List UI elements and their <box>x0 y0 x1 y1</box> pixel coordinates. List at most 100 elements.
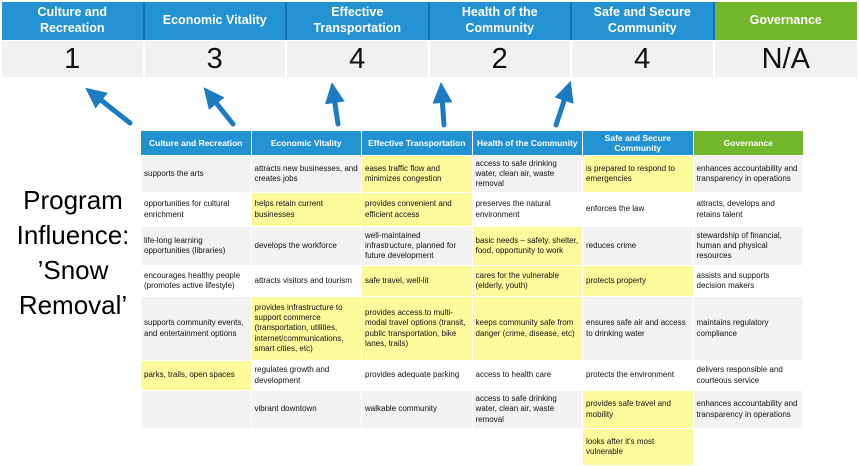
matrix-cell-r2-c3: provides convenient and efficient access <box>362 193 472 226</box>
matrix-cell-r7-c1 <box>141 391 251 428</box>
matrix-cell-r3-c6: stewardship of financial, human and phys… <box>693 227 803 265</box>
program-influence-title: Program Influence: ’Snow Removal’ <box>16 185 130 321</box>
matrix-cell-r3-c1: life-long learning opportunities (librar… <box>141 227 251 265</box>
matrix-cell-text: attracts new businesses, and creates job… <box>254 163 358 183</box>
summary-header-economic-vitality: Economic Vitality <box>144 2 287 40</box>
matrix-cell-r5-c6: maintains regulatory compliance <box>693 297 803 360</box>
matrix-cell-r8-c2 <box>251 429 361 465</box>
matrix-cell-text: attracts visitors and tourism <box>254 275 352 285</box>
matrix-cell-r5-c5: ensures safe air and access to drinking … <box>583 297 693 360</box>
matrix-cell-r7-c2: vibrant downtown <box>251 391 361 428</box>
influence-matrix: Culture and Recreation Economic Vitality E… <box>141 131 803 466</box>
matrix-cell-r7-c5: provides safe travel and mobility <box>583 391 693 428</box>
matrix-cell-text: encourages healthy people (promotes acti… <box>144 270 241 290</box>
matrix-cell-text: opportunities for cultural enrichment <box>144 199 230 219</box>
matrix-cell-text: keeps community safe from danger (crime,… <box>475 318 575 338</box>
matrix-cell-r5-c2: provides infrastructure to support comme… <box>251 297 361 360</box>
matrix-cell-text: protects property <box>586 275 647 285</box>
matrix-row-3: life-long learning opportunities (librar… <box>141 227 803 265</box>
matrix-cell-r1-c3: eases traffic flow and minimizes congest… <box>362 156 472 192</box>
matrix-cell-r6-c5: protects the environment <box>583 361 693 390</box>
matrix-cell-r1-c6: enhances accountability and transparency… <box>693 156 803 192</box>
matrix-cell-text: eases traffic flow and minimizes congest… <box>365 163 442 183</box>
matrix-cell-r3-c2: develops the workforce <box>251 227 361 265</box>
score-arrows <box>85 80 574 128</box>
matrix-cell-r3-c4: basic needs – safety, shelter, food, opp… <box>472 227 582 265</box>
summary-header-culture-and-recreation: Culture and Recreation <box>2 2 145 40</box>
matrix-cell-text: assists and supports decision makers <box>696 270 770 290</box>
matrix-header-row: Culture and Recreation Economic Vitality E… <box>141 131 803 155</box>
matrix-row-1: supports the arts attracts new businesses… <box>141 156 803 192</box>
matrix-cell-r8-c5: looks after it's most vulnerable <box>583 429 693 465</box>
summary-score-culture-and-recreation: 1 <box>2 41 145 77</box>
matrix-cell-text: well-maintained infrastructure, planned … <box>365 230 457 261</box>
matrix-cell-text: basic needs – safety, shelter, food, opp… <box>475 235 579 255</box>
matrix-row-6: parks, trails, open spaces regulates grow… <box>141 361 803 390</box>
summary-score-row: 1 3 4 2 4 N/A <box>2 40 857 77</box>
matrix-cell-r4-c1: encourages healthy people (promotes acti… <box>141 266 251 296</box>
matrix-cell-r6-c2: regulates growth and development <box>251 361 361 390</box>
matrix-cell-text: stewardship of financial, human and phys… <box>696 230 782 261</box>
matrix-cell-text: supports community events, and entertain… <box>144 318 244 338</box>
matrix-cell-r2-c1: opportunities for cultural enrichment <box>141 193 251 226</box>
matrix-cell-r7-c3: walkable community <box>362 391 472 428</box>
matrix-header-effective-transportation: Effective Transportation <box>362 131 472 155</box>
matrix-cell-r8-c1 <box>141 429 251 465</box>
matrix-cell-text: life-long learning opportunities (librar… <box>144 235 226 255</box>
matrix-cell-r4-c3: safe travel, well-lit <box>362 266 472 296</box>
arrow-culture <box>85 87 133 126</box>
matrix-cell-text: protects the environment <box>586 370 675 380</box>
matrix-cell-text: enhances accountability and transparency… <box>696 399 798 419</box>
summary-header-effective-transportation: Effective Transportation <box>287 2 430 40</box>
matrix-cell-r2-c6: attracts, develops and retains talent <box>693 193 803 226</box>
arrow-transportation <box>324 82 345 127</box>
matrix-cell-r5-c1: supports community events, and entertain… <box>141 297 251 360</box>
matrix-header-governance: Governance <box>693 131 803 155</box>
summary-score-table: Culture and Recreation Economic Vitality E… <box>2 2 857 77</box>
matrix-header-culture-and-recreation: Culture and Recreation <box>141 131 251 155</box>
matrix-header-safe-and-secure-community: Safe and Secure Community <box>583 131 693 155</box>
matrix-cell-r6-c6: delivers responsible and courteous servi… <box>693 361 803 390</box>
matrix-cell-r1-c1: supports the arts <box>141 156 251 192</box>
matrix-cell-text: provides adequate parking <box>365 370 460 380</box>
summary-score-effective-transportation: 4 <box>287 41 430 77</box>
arrow-economic <box>203 87 236 127</box>
matrix-cell-r1-c2: attracts new businesses, and creates job… <box>251 156 361 192</box>
summary-header-governance: Governance <box>714 2 857 40</box>
matrix-cell-r3-c3: well-maintained infrastructure, planned … <box>362 227 472 265</box>
matrix-cell-text: cares for the vulnerable (elderly, youth… <box>475 270 560 290</box>
matrix-cell-text: access to safe drinking water, clean air… <box>475 158 557 189</box>
matrix-cell-text: provides infrastructure to support comme… <box>254 302 344 353</box>
matrix-cell-text: provides safe travel and mobility <box>586 399 671 419</box>
matrix-cell-text: enforces the law <box>586 204 645 214</box>
matrix-cell-text: parks, trails, open spaces <box>144 370 235 380</box>
matrix-cell-text: provides convenient and efficient access <box>365 199 452 219</box>
matrix-cell-r8-c4 <box>472 429 582 465</box>
matrix-cell-r4-c4: cares for the vulnerable (elderly, youth… <box>472 266 582 296</box>
arrow-safe-secure <box>553 80 574 128</box>
matrix-cell-text: vibrant downtown <box>254 404 317 414</box>
matrix-cell-text: access to safe drinking water, clean air… <box>475 394 557 424</box>
matrix-cell-text: provides access to multi-modal travel op… <box>365 308 466 348</box>
matrix-cell-text: reduces crime <box>586 240 637 250</box>
summary-header-safe-and-secure-community: Safe and Secure Community <box>572 2 715 40</box>
matrix-cell-text: supports the arts <box>144 168 204 178</box>
matrix-cell-r7-c4: access to safe drinking water, clean air… <box>472 391 582 428</box>
summary-score-governance: N/A <box>714 41 857 77</box>
matrix-cell-r6-c3: provides adequate parking <box>362 361 472 390</box>
matrix-cell-text: is prepared to respond to emergencies <box>586 163 675 183</box>
matrix-header-economic-vitality: Economic Vitality <box>251 131 361 155</box>
matrix-cell-r2-c2: helps retain current businesses <box>251 193 361 226</box>
matrix-cell-r5-c4: keeps community safe from danger (crime,… <box>472 297 582 360</box>
matrix-cell-text: attracts, develops and retains talent <box>696 199 775 219</box>
matrix-body: supports the arts attracts new businesses… <box>141 156 803 465</box>
matrix-row-5: supports community events, and entertain… <box>141 297 803 360</box>
matrix-cell-text: preserves the natural environment <box>475 199 551 219</box>
matrix-cell-text: looks after it's most vulnerable <box>586 436 655 456</box>
matrix-cell-r4-c2: attracts visitors and tourism <box>251 266 361 296</box>
matrix-row-4: encourages healthy people (promotes acti… <box>141 266 803 296</box>
summary-header-row: Culture and Recreation Economic Vitality E… <box>2 2 857 40</box>
arrow-health <box>432 82 453 128</box>
matrix-cell-text: develops the workforce <box>254 240 337 250</box>
